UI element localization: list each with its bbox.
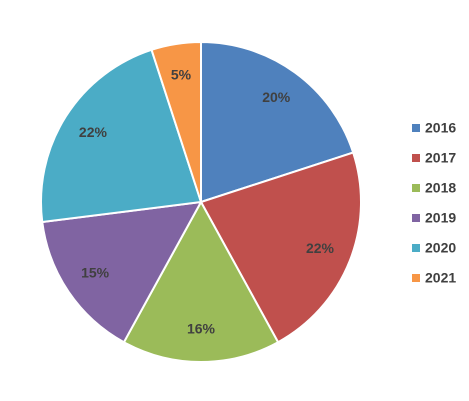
pie-slice — [199, 151, 362, 344]
data-label: 20% — [262, 89, 291, 105]
legend-label: 2017 — [425, 150, 456, 166]
data-label: 15% — [81, 265, 110, 281]
legend-label: 2020 — [425, 240, 456, 256]
legend-swatch — [412, 124, 420, 132]
pie-slice — [40, 48, 203, 224]
legend-swatch — [412, 214, 420, 222]
pie-slice — [122, 199, 280, 363]
data-label: 22% — [306, 240, 335, 256]
legend-label: 2016 — [425, 120, 456, 136]
pie-slice — [200, 40, 355, 204]
data-label: 22% — [79, 124, 108, 140]
legend-swatch — [412, 274, 420, 282]
pie-slice — [150, 40, 202, 203]
legend-label: 2021 — [425, 270, 456, 286]
pie-slice — [41, 200, 203, 344]
legend-label: 2018 — [425, 180, 456, 196]
legend-swatch — [412, 184, 420, 192]
legend-swatch — [412, 154, 420, 162]
data-label: 5% — [171, 66, 192, 82]
legend-swatch — [412, 244, 420, 252]
data-label: 16% — [187, 321, 216, 337]
legend-label: 2019 — [425, 210, 456, 226]
